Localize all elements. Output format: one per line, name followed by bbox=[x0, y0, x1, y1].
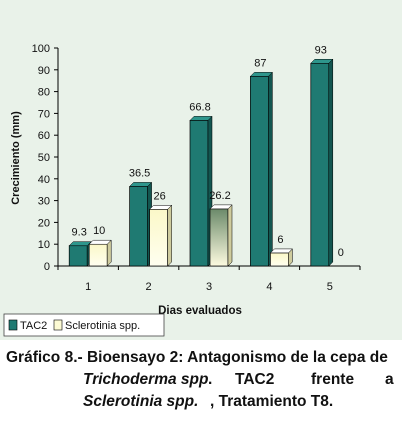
bar-tac2 bbox=[68, 245, 88, 267]
bar-sclerotinia bbox=[88, 243, 108, 267]
caption-species: Trichoderma spp bbox=[83, 371, 209, 388]
bar-side bbox=[227, 204, 233, 267]
y-tick-label: 70 bbox=[38, 108, 50, 120]
bar-top bbox=[189, 116, 213, 121]
bar-top bbox=[88, 239, 112, 245]
legend-swatch-sclerotinia bbox=[53, 319, 63, 331]
x-tick-label: 2 bbox=[146, 281, 152, 293]
data-label: 66.8 bbox=[189, 101, 210, 113]
bar-side bbox=[328, 58, 334, 267]
x-tick-label: 5 bbox=[327, 281, 333, 293]
data-label: 87 bbox=[254, 57, 266, 69]
legend-label-sclerotinia: Sclerotinia spp. bbox=[65, 320, 140, 332]
bar-sclerotinia bbox=[270, 252, 289, 267]
bar-top bbox=[128, 182, 153, 187]
bars bbox=[68, 58, 334, 267]
bar-side bbox=[106, 239, 112, 267]
x-tick-label: 4 bbox=[266, 281, 272, 293]
x-tick-label: 3 bbox=[206, 281, 212, 293]
chart-panel: 0 10 20 30 40 50 60 70 80 90 100 1 2 3 4 5 9.3 10 36.5 26 6… bbox=[0, 0, 402, 340]
bar-top bbox=[310, 59, 334, 64]
data-label: 36.5 bbox=[129, 167, 150, 179]
bar-tac2 bbox=[189, 120, 209, 267]
bar-tac2 bbox=[250, 75, 269, 267]
legend-swatch-tac2 bbox=[8, 319, 18, 331]
bar-sclerotinia bbox=[209, 208, 229, 267]
y-tick-label: 20 bbox=[38, 217, 50, 229]
y-tick-label: 40 bbox=[38, 174, 50, 186]
data-label: 6 bbox=[277, 234, 283, 246]
data-label: 26 bbox=[153, 190, 165, 202]
bar-tac2 bbox=[310, 62, 330, 267]
data-label: 26.2 bbox=[209, 190, 230, 202]
bar-top bbox=[269, 248, 294, 254]
y-tick-label: 100 bbox=[32, 43, 50, 55]
y-tick-label: 80 bbox=[38, 87, 50, 99]
data-label: 93 bbox=[315, 44, 327, 56]
data-label: 9.3 bbox=[72, 227, 87, 239]
y-tick-label: 10 bbox=[38, 239, 50, 251]
data-label: 0 bbox=[338, 247, 344, 259]
bar-side bbox=[268, 71, 273, 267]
y-tick-label: 50 bbox=[38, 152, 50, 164]
legend: TAC2 Sclerotinia spp. bbox=[3, 313, 165, 337]
bar-top bbox=[68, 241, 92, 246]
bar-side bbox=[167, 204, 172, 267]
data-label: 10 bbox=[93, 225, 105, 237]
bar-tac2 bbox=[129, 186, 148, 267]
y-tick-label: 0 bbox=[44, 261, 50, 273]
caption-pathogen: Sclerotinia spp. bbox=[83, 393, 199, 410]
bar-top bbox=[249, 72, 274, 77]
x-axis-label: Dias evaluados bbox=[158, 305, 242, 317]
y-axis-label: Crecimiento (mm) bbox=[10, 111, 22, 205]
bar-sclerotinia bbox=[149, 208, 168, 267]
y-tick-label: 90 bbox=[38, 65, 50, 77]
data-labels: 9.3 10 36.526 66.8 26.2 87 6 93 0 bbox=[72, 44, 344, 259]
bar-top bbox=[148, 205, 173, 210]
y-tick-label: 60 bbox=[38, 130, 50, 142]
x-tick-label: 1 bbox=[85, 281, 91, 293]
figure-caption: Gráfico 8.- Bioensayo 2: Antagonismo de … bbox=[6, 349, 394, 410]
bar-top bbox=[209, 204, 233, 210]
y-tick-label: 30 bbox=[38, 196, 50, 208]
caption-line-1: Gráfico 8.- Bioensayo 2: Antagonismo de … bbox=[6, 349, 388, 366]
legend-label-tac2: TAC2 bbox=[20, 320, 47, 332]
